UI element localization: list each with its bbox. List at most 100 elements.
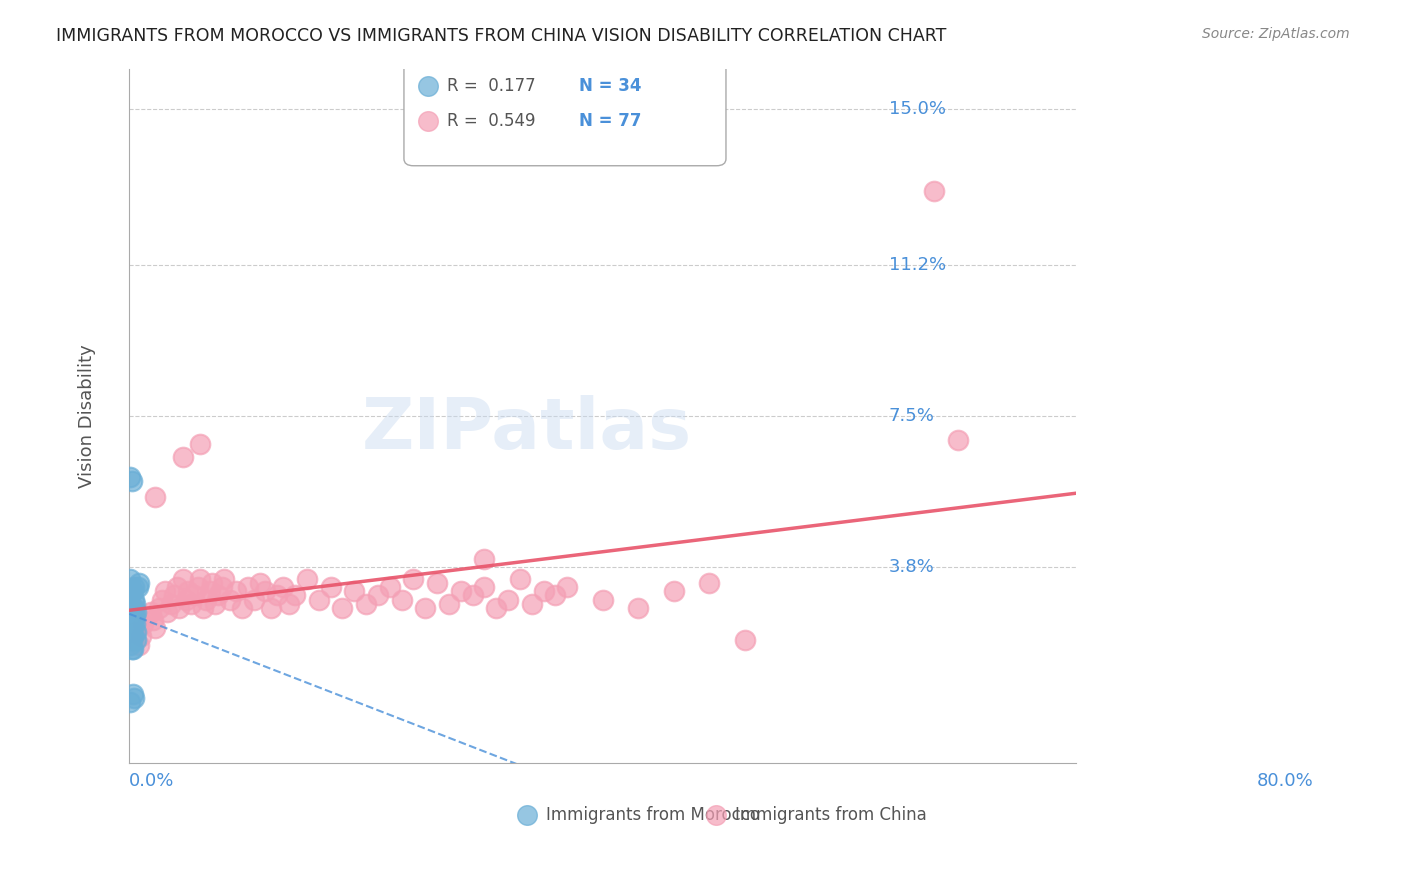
Point <box>295 572 318 586</box>
Point <box>450 584 472 599</box>
Point <box>662 584 685 599</box>
Point <box>254 584 277 599</box>
Point <box>132 617 155 632</box>
Point <box>142 613 165 627</box>
Point <box>121 629 143 643</box>
Text: R =  0.177: R = 0.177 <box>447 77 536 95</box>
Point <box>188 437 211 451</box>
Point <box>271 580 294 594</box>
Point <box>120 589 142 603</box>
Point <box>734 633 756 648</box>
Point <box>204 597 226 611</box>
Point <box>533 584 555 599</box>
Text: Source: ZipAtlas.com: Source: ZipAtlas.com <box>1202 27 1350 41</box>
Point <box>402 572 425 586</box>
Point <box>180 597 202 611</box>
Point <box>127 580 149 594</box>
Text: 0.0%: 0.0% <box>129 772 174 790</box>
Text: ZIPatlas: ZIPatlas <box>361 395 692 464</box>
Point <box>391 592 413 607</box>
Point <box>121 686 143 700</box>
Point <box>120 470 142 484</box>
Point <box>124 608 146 623</box>
Point <box>191 600 214 615</box>
Point <box>249 576 271 591</box>
Text: Immigrants from China: Immigrants from China <box>735 806 927 824</box>
Point <box>159 597 181 611</box>
Point <box>153 584 176 599</box>
Text: N = 77: N = 77 <box>579 112 641 129</box>
Point <box>266 589 288 603</box>
Point <box>260 600 283 615</box>
Point <box>120 621 142 635</box>
Point <box>122 580 145 594</box>
Point <box>557 580 579 594</box>
Text: IMMIGRANTS FROM MOROCCO VS IMMIGRANTS FROM CHINA VISION DISABILITY CORRELATION C: IMMIGRANTS FROM MOROCCO VS IMMIGRANTS FR… <box>56 27 946 45</box>
Text: 15.0%: 15.0% <box>889 101 946 119</box>
Point <box>166 580 188 594</box>
Text: 11.2%: 11.2% <box>889 256 946 274</box>
Text: 80.0%: 80.0% <box>1257 772 1313 790</box>
Point <box>167 600 190 615</box>
Point <box>212 572 235 586</box>
Point <box>198 584 221 599</box>
Point <box>120 638 142 652</box>
Point <box>278 597 301 611</box>
Point <box>139 605 162 619</box>
Point <box>120 572 142 586</box>
Point <box>332 600 354 615</box>
Point <box>367 589 389 603</box>
Point <box>188 572 211 586</box>
Point <box>121 605 143 619</box>
Text: 3.8%: 3.8% <box>889 558 935 576</box>
Point <box>319 580 342 594</box>
Point <box>148 600 170 615</box>
Point <box>211 580 233 594</box>
Point <box>225 584 247 599</box>
Point <box>120 625 142 640</box>
Point <box>121 641 143 656</box>
Point <box>122 600 145 615</box>
Text: N = 34: N = 34 <box>579 77 641 95</box>
Point <box>231 600 253 615</box>
Point <box>121 633 143 648</box>
Point <box>128 576 150 591</box>
Point <box>124 597 146 611</box>
Point <box>124 617 146 632</box>
Point <box>172 572 194 586</box>
Point <box>128 638 150 652</box>
Point <box>242 592 264 607</box>
Point <box>426 576 449 591</box>
Point <box>121 600 143 615</box>
Point <box>201 576 224 591</box>
Point <box>437 597 460 611</box>
Point <box>125 625 148 640</box>
Point <box>520 597 543 611</box>
Point <box>121 641 143 656</box>
Point <box>378 580 401 594</box>
Point <box>308 592 330 607</box>
Point <box>509 572 531 586</box>
Point <box>121 584 143 599</box>
Point <box>544 589 567 603</box>
Point <box>343 584 366 599</box>
Point <box>699 576 721 591</box>
Point <box>156 605 179 619</box>
Point <box>413 600 436 615</box>
Point <box>143 491 166 505</box>
Point <box>219 592 242 607</box>
Point <box>474 580 496 594</box>
Point <box>120 695 142 709</box>
Point <box>592 592 614 607</box>
Point <box>121 608 143 623</box>
Point <box>121 617 143 632</box>
Point <box>195 592 218 607</box>
Point <box>121 613 143 627</box>
Point <box>122 690 145 705</box>
Point <box>236 580 259 594</box>
Point <box>284 589 307 603</box>
Point <box>474 551 496 566</box>
Point <box>461 589 484 603</box>
Point <box>627 600 650 615</box>
Point <box>125 633 148 648</box>
